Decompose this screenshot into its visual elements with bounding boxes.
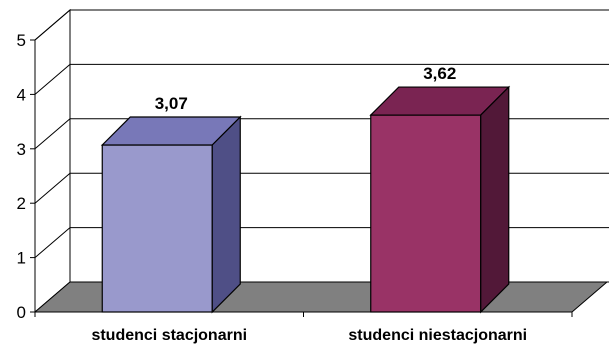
bar-front-face [370, 114, 482, 313]
y-tick-label: 2 [17, 194, 26, 213]
gridline [34, 63, 609, 95]
y-axis: 0 1 2 3 4 5 [17, 31, 36, 322]
x-tick-label: studenci niestacjonarni [348, 327, 527, 344]
bar-side-face [480, 85, 510, 314]
y-tick-label: 3 [17, 140, 26, 159]
y-tick-label: 4 [17, 85, 26, 104]
y-tick-label: 5 [17, 31, 26, 50]
side-wall [34, 8, 71, 314]
gridline [34, 9, 609, 41]
y-tick-label: 0 [17, 303, 26, 322]
data-label: 3,62 [423, 64, 456, 83]
x-tick-label: studenci stacjonarni [91, 327, 247, 344]
bar-front-face [101, 144, 213, 313]
bar: 3,62 [369, 64, 511, 314]
data-label: 3,07 [155, 94, 188, 113]
y-tick-label: 1 [17, 249, 26, 268]
bar: 3,07 [100, 94, 242, 314]
bar-side-face [211, 115, 241, 314]
bars: 3,07 3,62 [100, 64, 511, 314]
x-axis: studenci stacjonarni studenci niestacjona… [34, 311, 573, 344]
